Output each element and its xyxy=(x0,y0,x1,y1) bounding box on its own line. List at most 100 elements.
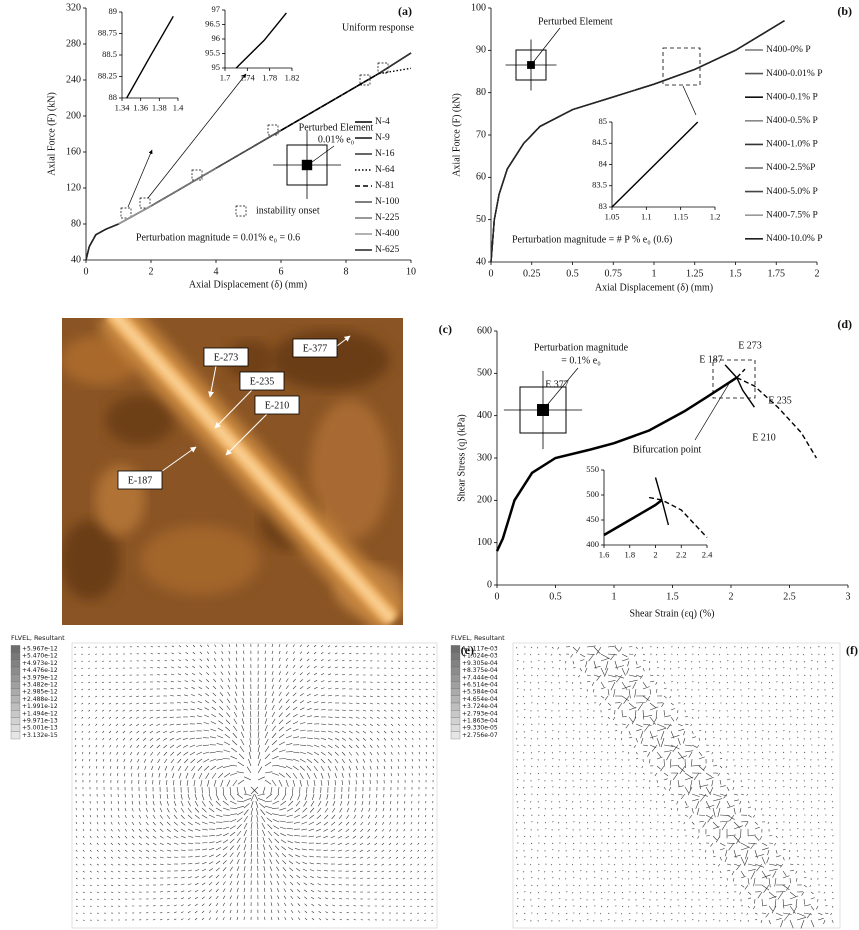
annotation: = 0.1% e₀ xyxy=(561,355,601,366)
y-tick-label: 88.75 xyxy=(98,27,117,37)
instability-box xyxy=(120,207,132,219)
callout-label: E-273 xyxy=(214,352,238,363)
legend-label: +4.476e-12 xyxy=(22,667,58,674)
y-axis-label: Axial Force (F) (kN) xyxy=(451,93,462,177)
curve-label: E 235 xyxy=(768,395,792,406)
x-tick-label: 0.5 xyxy=(566,268,579,279)
y-tick-label: 95.5 xyxy=(205,47,220,57)
panel-label: (b) xyxy=(837,4,852,18)
instability-box xyxy=(359,74,371,86)
y-tick-label: 300 xyxy=(477,452,492,463)
legend-label: +2.488e-12 xyxy=(22,696,58,703)
y-tick-label: 600 xyxy=(477,325,492,336)
legend-label: N400-5.0% P xyxy=(766,187,818,197)
y-tick-label: 85 xyxy=(599,116,608,126)
field-frame xyxy=(512,642,841,929)
y-tick-label: 550 xyxy=(586,464,599,474)
legend-label: +9.971e-13 xyxy=(22,718,58,725)
x-tick-label: 2 xyxy=(149,266,154,277)
series-line xyxy=(490,20,785,263)
y-tick-label: 0 xyxy=(487,579,492,590)
series-line xyxy=(603,499,663,537)
velocity-vectors xyxy=(515,645,834,929)
x-tick-label: 1.78 xyxy=(262,72,277,82)
legend-label: +4.973e-12 xyxy=(22,660,58,667)
legend-label: N-9 xyxy=(375,133,390,143)
legend-label: +1.863e-04 xyxy=(462,718,498,725)
legend-swatch xyxy=(450,652,461,660)
pointer xyxy=(694,381,731,441)
y-tick-label: 83 xyxy=(599,201,608,211)
legend-label: +1.024e-03 xyxy=(462,653,498,660)
legend-label: +3.724e-04 xyxy=(462,703,498,710)
y-tick-label: 90 xyxy=(476,45,486,56)
y-tick-label: 280 xyxy=(66,38,81,49)
annotation: Perturbed Element xyxy=(299,122,374,133)
legend-label: +3.482e-12 xyxy=(22,682,58,689)
y-tick-label: 80 xyxy=(71,218,81,229)
annotation: Perturbation magnitude xyxy=(534,342,629,353)
series-line xyxy=(495,376,738,552)
x-tick-label: 1.5 xyxy=(729,268,742,279)
x-tick-label: 0.5 xyxy=(549,591,562,602)
x-tick-label: 1.1 xyxy=(641,211,652,221)
y-tick-label: 96 xyxy=(212,33,221,43)
x-tick-label: 1 xyxy=(652,268,657,279)
instability-box xyxy=(235,205,247,217)
callout-box xyxy=(203,347,249,367)
legend-label: N400-2.5%P xyxy=(766,163,815,173)
x-tick-label: 2.2 xyxy=(676,549,687,559)
x-tick-label: 6 xyxy=(279,266,284,277)
x-tick-label: 0 xyxy=(84,266,89,277)
annotation: 0.01% e₀ xyxy=(318,134,355,145)
x-tick-label: 1.25 xyxy=(686,268,704,279)
callout-label: E-235 xyxy=(250,376,274,387)
annotation: Perturbation magnitude = # P % e₀ (0.6) xyxy=(512,234,672,245)
series-line xyxy=(736,376,818,459)
annotation: Bifurcation point xyxy=(633,444,702,455)
series-line xyxy=(490,20,785,263)
y-tick-label: 40 xyxy=(71,254,81,265)
legend-label: +2.985e-12 xyxy=(22,689,58,696)
x-tick-label: 1.5 xyxy=(666,591,679,602)
y-tick-label: 200 xyxy=(477,495,492,506)
panel-label: (d) xyxy=(837,317,852,331)
y-tick-label: 84 xyxy=(599,158,608,168)
legend-swatch xyxy=(10,717,21,725)
y-tick-label: 88.5 xyxy=(102,49,117,59)
legend-swatch xyxy=(450,645,461,653)
series-line xyxy=(654,477,670,526)
y-tick-label: 200 xyxy=(66,110,81,121)
callout-arrow xyxy=(214,389,253,429)
x-tick-label: 0 xyxy=(495,591,500,602)
legend-label: +5.584e-04 xyxy=(462,689,498,696)
legend-swatch xyxy=(450,702,461,711)
series-line xyxy=(85,167,217,261)
y-tick-label: 400 xyxy=(586,539,599,549)
panel-label: (e) xyxy=(461,643,474,657)
legend-swatch xyxy=(10,731,21,740)
callout-arrow xyxy=(225,413,268,456)
series-line xyxy=(736,377,755,408)
x-axis-label: Axial Displacement (δ) (mm) xyxy=(189,279,307,290)
zoom-box xyxy=(662,47,701,86)
pointer xyxy=(147,73,247,199)
legend-label: N-64 xyxy=(375,165,395,175)
series-line xyxy=(490,20,785,263)
x-tick-label: 1.75 xyxy=(768,268,786,279)
callout-box xyxy=(239,371,285,391)
legend-label: N-4 xyxy=(375,117,390,127)
callout-label: E-210 xyxy=(265,400,289,411)
legend-label: +5.967e-12 xyxy=(22,646,58,653)
legend-label: N-225 xyxy=(375,213,400,223)
y-tick-label: 160 xyxy=(66,146,81,157)
y-tick-label: 500 xyxy=(477,368,492,379)
legend-label: N400-0.5% P xyxy=(766,116,818,126)
pointer xyxy=(530,27,561,66)
legend-label: N400-0.1% P xyxy=(766,92,818,102)
x-axis-label: Shear Strain (εq) (%) xyxy=(629,608,714,619)
x-tick-label: 1.82 xyxy=(285,72,300,82)
callout-arrow xyxy=(208,365,217,398)
y-tick-label: 96.5 xyxy=(205,18,220,28)
callout-label: E-377 xyxy=(303,343,327,354)
